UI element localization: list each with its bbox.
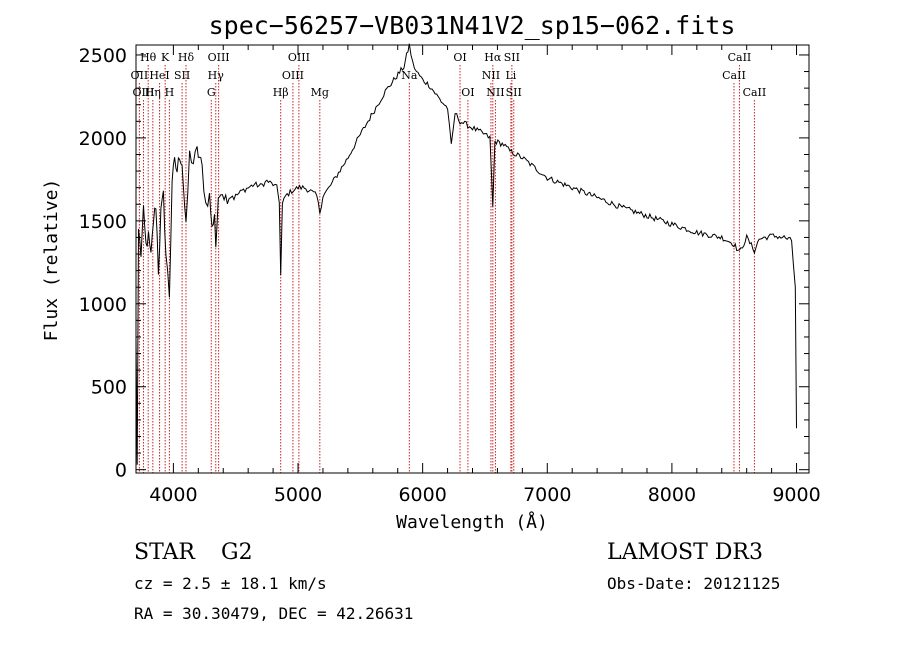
object-class: STAR [134, 540, 195, 565]
line-label: CaII [743, 86, 767, 99]
y-tick-label: 1500 [79, 211, 127, 233]
line-label: Hβ [273, 86, 289, 99]
line-label: Hγ [208, 69, 225, 82]
x-tick-label: 4000 [149, 484, 197, 506]
spectral-line-markers [138, 65, 755, 473]
spectrum-chart: spec−56257−VB031N41V2_sp15−062.fits Hθ OI… [41, 11, 821, 533]
y-tick-label: 2000 [79, 128, 127, 150]
line-label: Hθ [140, 51, 157, 64]
classification: STAR G2 [134, 540, 253, 565]
line-label: OII [131, 69, 149, 82]
redshift-velocity: cz = 2.5 ± 18.1 km/s [134, 574, 327, 593]
ra-dec-coordinates: RA = 30.30479, DEC = 42.26631 [134, 604, 414, 623]
line-label: Hη [145, 86, 161, 99]
survey-name: LAMOST DR3 [607, 540, 763, 565]
line-label: OIII [132, 86, 154, 99]
x-tick-label: 7000 [523, 484, 571, 506]
line-label: NII [486, 86, 504, 99]
line-label: OI [453, 51, 466, 64]
x-tick-label: 9000 [772, 484, 820, 506]
y-tick-label: 500 [91, 377, 127, 399]
object-subclass: G2 [221, 540, 253, 565]
line-label: Hα [484, 51, 502, 64]
line-label: SII [504, 51, 520, 64]
line-label: Na [401, 69, 418, 82]
x-axis-ticks: 4000 5000 6000 7000 8000 9000 [149, 45, 821, 506]
line-label: NII [482, 69, 500, 82]
line-label: Mg [311, 86, 329, 99]
y-tick-label: 0 [115, 460, 127, 482]
line-label: OIII [208, 51, 230, 64]
line-label: HeI [149, 69, 169, 82]
spectrum-line [135, 43, 797, 465]
line-label: SII [174, 69, 190, 82]
line-label: OIII [288, 51, 310, 64]
line-label: Hδ [178, 51, 195, 64]
y-axis-label: Flux (relative) [41, 179, 62, 342]
plot-frame [135, 44, 810, 474]
x-tick-label: 8000 [648, 484, 696, 506]
x-axis-label: Wavelength (Å) [396, 511, 548, 533]
line-label: K [161, 51, 170, 64]
line-label: SII [506, 86, 522, 99]
y-tick-label: 1000 [79, 294, 127, 316]
y-axis-ticks: 0 500 1000 1500 2000 2500 [79, 45, 809, 482]
line-label: CaII [728, 51, 752, 64]
line-label: Li [505, 69, 516, 82]
line-label: OI [461, 86, 474, 99]
line-label: H [165, 86, 175, 99]
x-tick-label: 5000 [274, 484, 322, 506]
x-tick-label: 6000 [398, 484, 446, 506]
y-tick-label: 2500 [79, 45, 127, 67]
line-label: CaII [722, 69, 746, 82]
chart-title: spec−56257−VB031N41V2_sp15−062.fits [209, 11, 736, 40]
line-label: OIII [282, 69, 304, 82]
line-label: G [207, 86, 216, 99]
observation-date: Obs-Date: 20121125 [607, 574, 781, 593]
